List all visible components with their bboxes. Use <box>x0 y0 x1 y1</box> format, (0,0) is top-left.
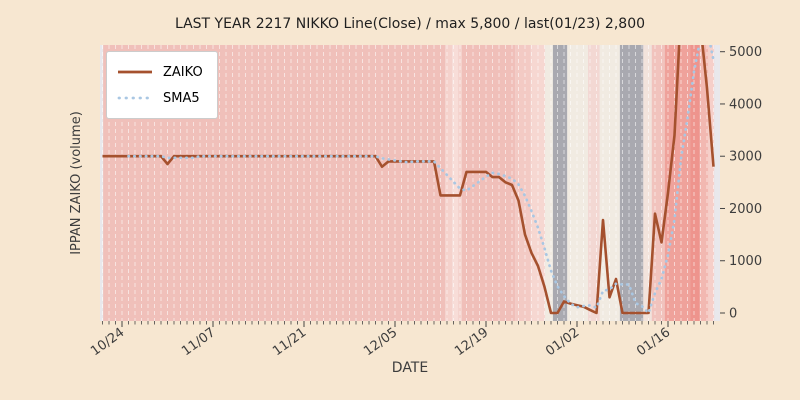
svg-text:10/24: 10/24 <box>88 325 127 359</box>
sma5-line <box>127 45 715 316</box>
legend-item-zaiko: ZAIKO <box>117 59 203 85</box>
legend-label-zaiko: ZAIKO <box>163 64 203 80</box>
svg-text:01/16: 01/16 <box>634 325 673 359</box>
x-axis-label: DATE <box>391 360 429 376</box>
svg-text:3000: 3000 <box>729 150 762 165</box>
svg-text:1000: 1000 <box>729 254 762 269</box>
svg-text:11/21: 11/21 <box>270 325 309 359</box>
y-axis-label: IPPAN ZAIKO (volume) <box>69 111 84 255</box>
legend: ZAIKO SMA5 <box>106 51 218 119</box>
x-minor-ticks <box>102 321 714 325</box>
svg-text:5000: 5000 <box>729 45 762 60</box>
legend-label-sma5: SMA5 <box>163 90 200 106</box>
svg-text:2000: 2000 <box>729 202 762 217</box>
x-major-ticks: 10/24 11/07 11/21 12/05 12/19 01/02 01/16 <box>88 321 673 359</box>
svg-text:01/02: 01/02 <box>543 325 582 359</box>
zaiko-line-swatch <box>118 70 152 74</box>
sma5-line-swatch <box>117 96 153 100</box>
svg-text:4000: 4000 <box>729 97 762 112</box>
svg-text:12/05: 12/05 <box>361 325 400 359</box>
svg-text:0: 0 <box>729 307 737 322</box>
legend-item-sma5: SMA5 <box>117 85 203 111</box>
chart-title: LAST YEAR 2217 NIKKO Line(Close) / max 5… <box>174 16 646 32</box>
svg-text:11/07: 11/07 <box>179 325 218 359</box>
y-ticks: 0 1000 2000 3000 4000 5000 <box>720 45 762 322</box>
svg-text:12/19: 12/19 <box>452 325 491 359</box>
